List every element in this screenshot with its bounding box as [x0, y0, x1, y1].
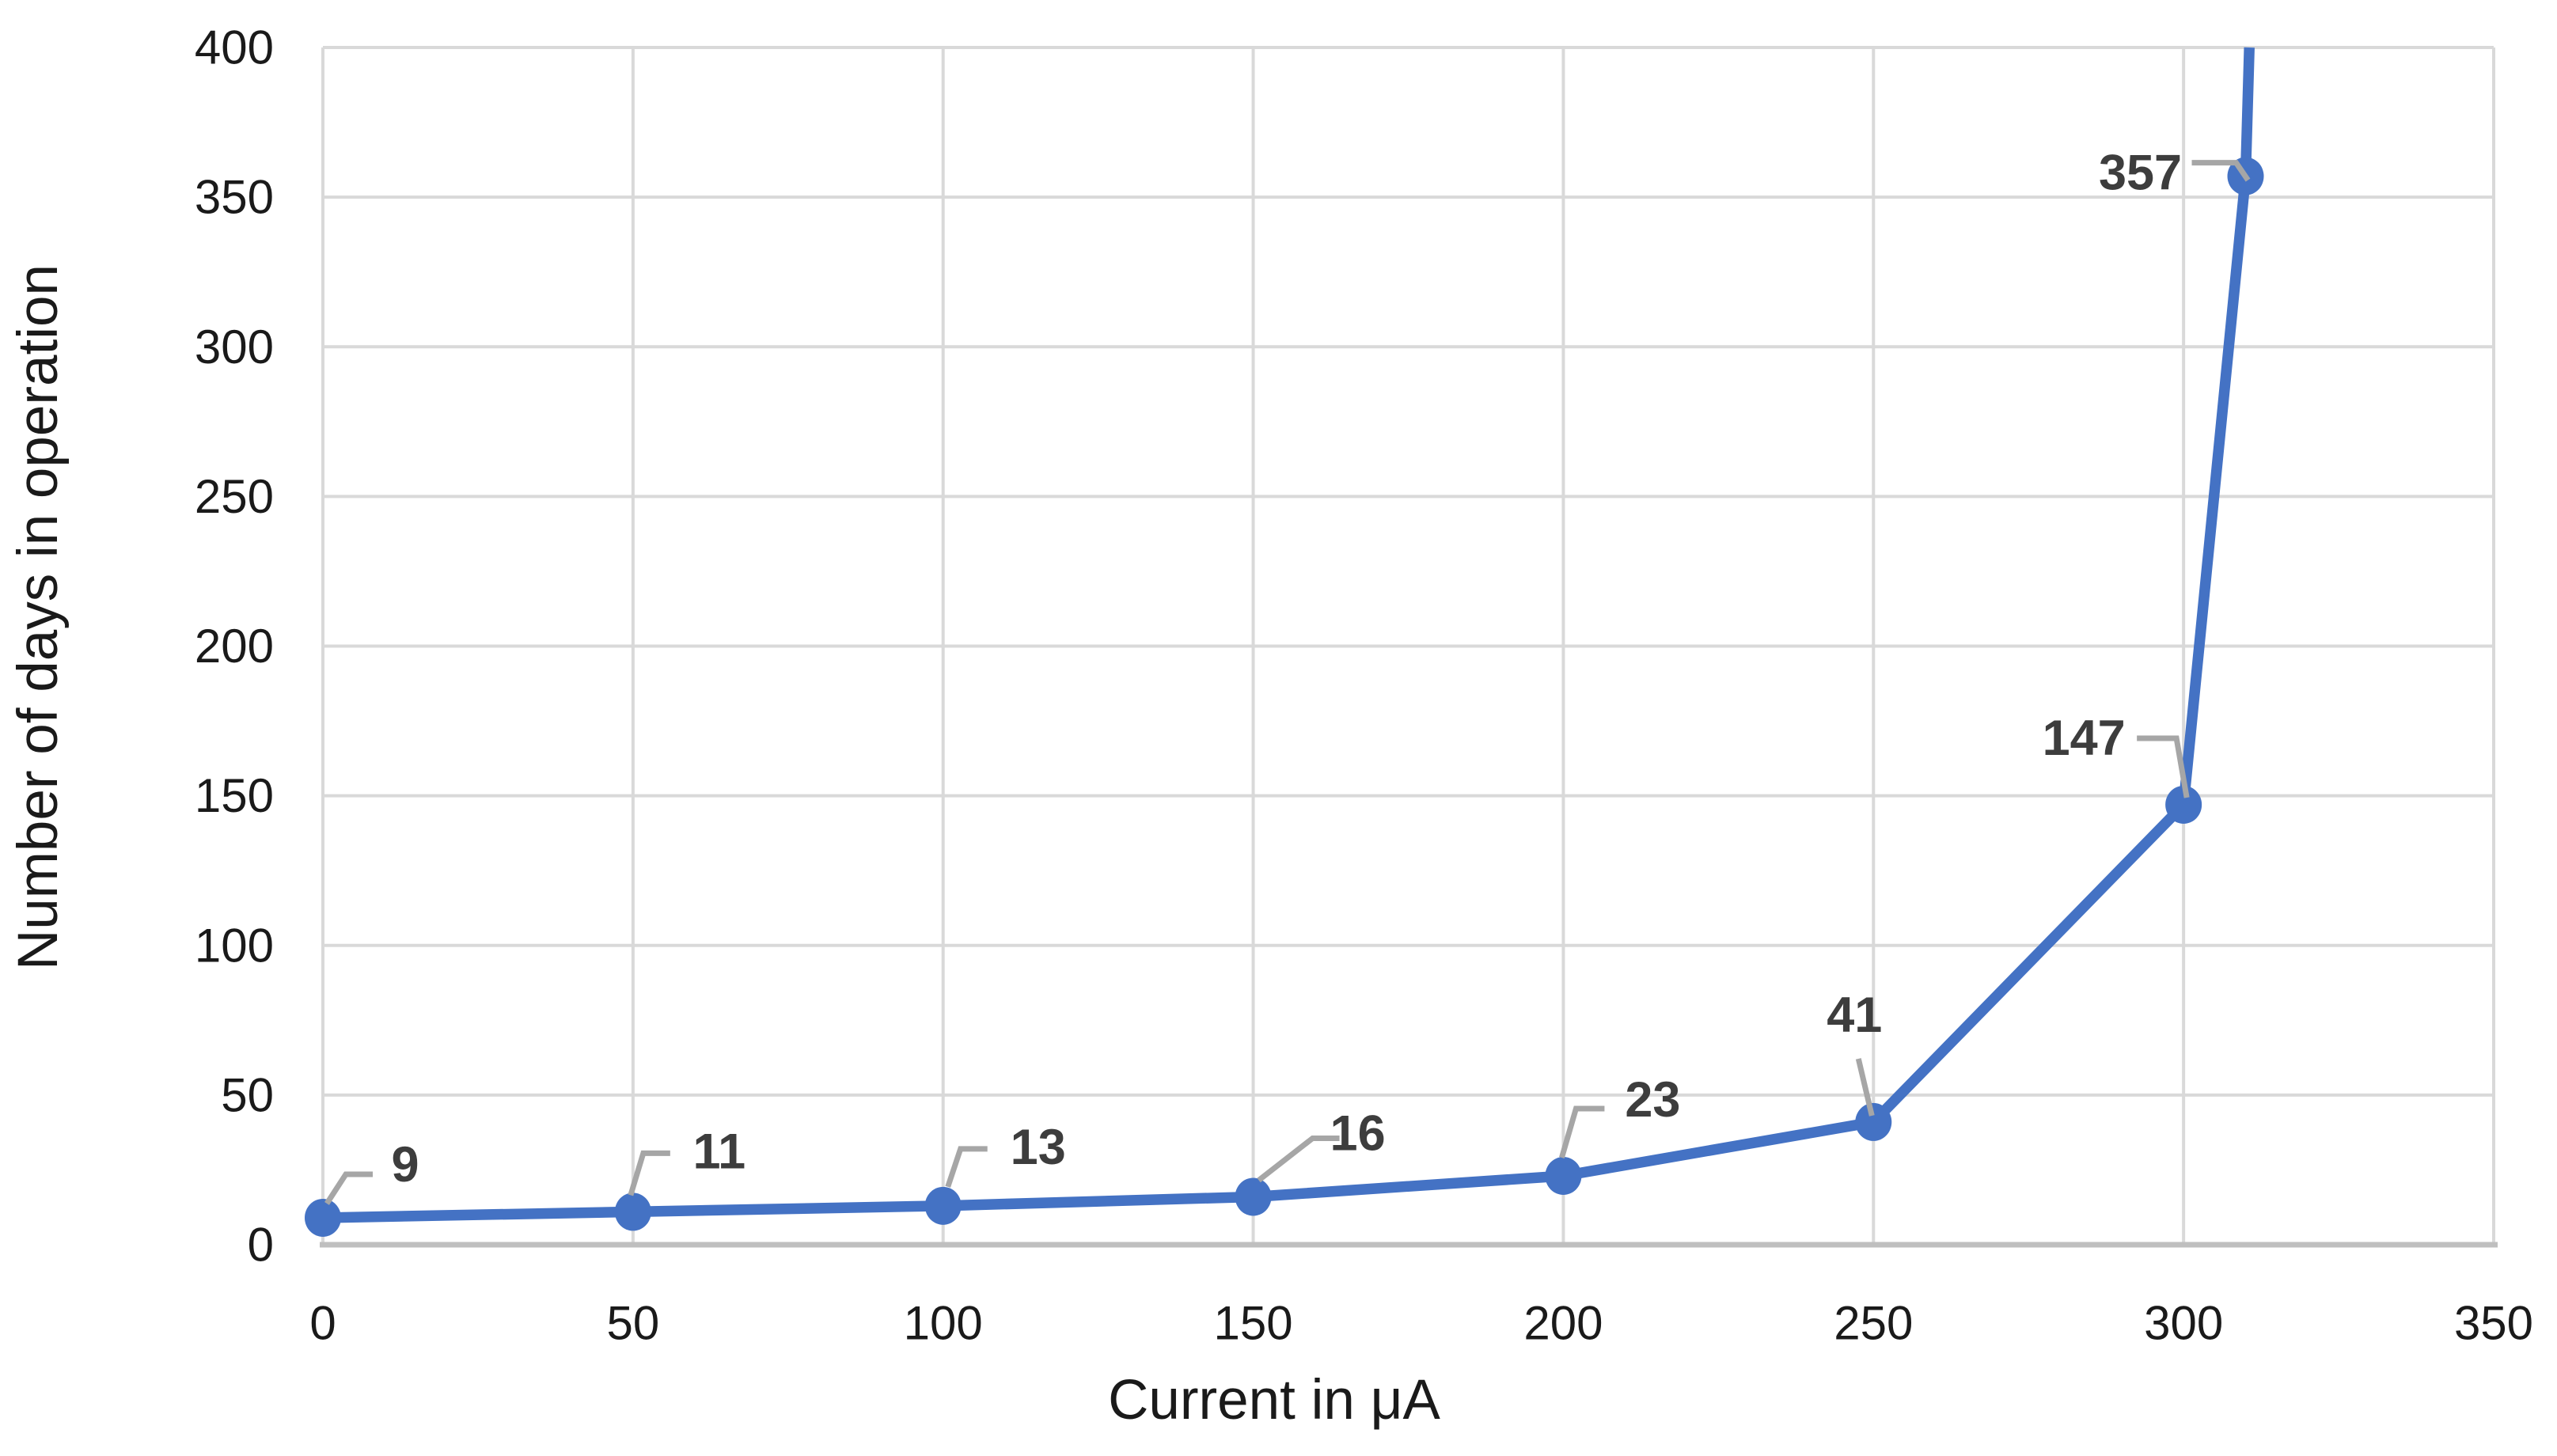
data-label-leader [1855, 1058, 1875, 1117]
data-point-marker [2165, 785, 2202, 824]
x-tick-label: 150 [1214, 1297, 1293, 1350]
data-label: 23 [1625, 1072, 1680, 1128]
y-tick-label: 50 [221, 1068, 274, 1121]
y-axis-tick-labels: 0 50 100 150 200 250 300 350 400 [195, 21, 274, 1272]
data-label: 9 [391, 1137, 419, 1192]
y-tick-label: 150 [195, 769, 274, 822]
data-label: 147 [2043, 711, 2126, 766]
data-label: 13 [1011, 1120, 1066, 1175]
data-label: 357 [2099, 146, 2182, 201]
y-tick-label: 200 [195, 620, 274, 673]
y-axis-title: Number of days in operation [7, 264, 70, 970]
series-line [322, 47, 2255, 1223]
x-tick-label: 300 [2144, 1297, 2223, 1350]
data-point-marker [1545, 1157, 1582, 1196]
x-tick-label: 50 [606, 1297, 659, 1350]
data-label: 41 [1827, 988, 1882, 1043]
data-label: 16 [1330, 1105, 1386, 1161]
y-tick-label: 350 [195, 171, 274, 224]
y-tick-label: 250 [195, 470, 274, 523]
y-tick-label: 100 [195, 919, 274, 972]
data-label-leader [628, 1150, 670, 1196]
data-label-leader [324, 1171, 373, 1205]
y-tick-label: 0 [248, 1219, 274, 1272]
y-tick-label: 400 [195, 21, 274, 74]
data-label-leader [1257, 1135, 1340, 1183]
x-tick-label: 0 [309, 1297, 336, 1350]
x-axis-title: Current in μA [1108, 1369, 1440, 1431]
data-label: 11 [693, 1124, 746, 1179]
x-tick-label: 350 [2454, 1297, 2533, 1350]
data-point-marker [924, 1186, 962, 1225]
data-label-leader [2191, 160, 2251, 182]
data-point-marker [614, 1192, 651, 1231]
gridlines [321, 46, 2495, 1246]
x-tick-label: 200 [1523, 1297, 1603, 1350]
data-label-leader [945, 1146, 988, 1188]
y-tick-label: 300 [195, 320, 274, 373]
x-axis-tick-labels: 0 50 100 150 200 250 300 350 [309, 1297, 2533, 1350]
data-labels: 9 11 13 16 23 41 147 357 [391, 146, 2182, 1192]
series-polyline [322, 47, 2255, 1223]
data-point-marker [1855, 1102, 1892, 1141]
data-point-markers [305, 157, 2264, 1237]
x-tick-label: 100 [904, 1297, 983, 1350]
data-label-leader-lines [324, 160, 2251, 1205]
x-tick-label: 250 [1834, 1297, 1913, 1350]
data-label-leader [2137, 735, 2190, 798]
data-point-marker [1235, 1177, 1272, 1216]
data-point-marker [305, 1198, 341, 1237]
data-label-leader [1559, 1105, 1605, 1158]
